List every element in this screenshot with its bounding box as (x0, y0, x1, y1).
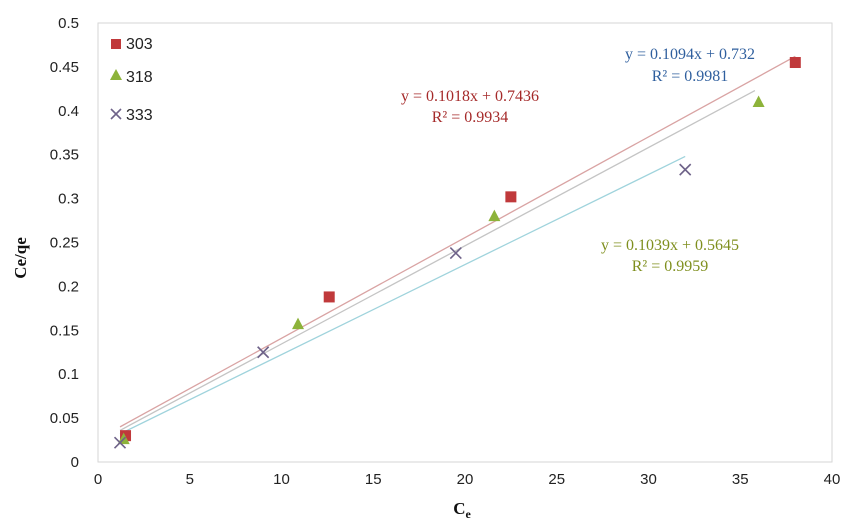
x-axis-title-main: C (453, 499, 465, 518)
y-axis-title: Ce/qe (11, 237, 30, 279)
plot-border (97, 22, 833, 463)
data-point-333 (679, 163, 692, 176)
legend-marker-333 (110, 108, 122, 120)
r2-label-333: R² = 0.9981 (652, 68, 729, 85)
r2-label-318: R² = 0.9959 (632, 258, 709, 275)
y-tick-label: 0.2 (58, 278, 79, 295)
x-axis-ticks: 0 5 10 15 20 25 30 35 40 (94, 471, 841, 488)
data-point-333 (113, 436, 127, 449)
legend-marker-318 (110, 69, 122, 80)
trendline-318 (119, 90, 756, 431)
y-tick-label: 0.1 (58, 366, 79, 383)
legend-label-303: 303 (126, 36, 153, 53)
y-tick-label: 0.25 (50, 235, 79, 252)
x-tick-label: 35 (732, 471, 749, 488)
y-tick-label: 0.45 (50, 59, 79, 76)
data-point-303 (505, 191, 517, 203)
data-point-303 (120, 430, 132, 442)
legend-label-333: 333 (126, 107, 153, 124)
r2-label-303: R² = 0.9934 (432, 109, 509, 126)
data-point-318 (292, 317, 305, 330)
legend-marker-303 (111, 39, 121, 49)
data-markers (113, 57, 801, 449)
x-tick-label: 0 (94, 471, 102, 488)
y-tick-label: 0.3 (58, 191, 79, 208)
equation-label-333: y = 0.1094x + 0.732 (625, 46, 755, 63)
x-axis-title: Ce (453, 499, 471, 521)
y-tick-label: 0.15 (50, 322, 79, 339)
x-tick-label: 15 (365, 471, 382, 488)
x-tick-label: 25 (548, 471, 565, 488)
legend: 303 318 333 (110, 36, 153, 124)
y-tick-label: 0.4 (58, 103, 79, 120)
equation-label-303: y = 0.1018x + 0.7436 (401, 88, 539, 105)
x-axis-title-subscript: e (465, 507, 471, 521)
x-tick-label: 20 (457, 471, 474, 488)
legend-label-318: 318 (126, 69, 153, 86)
data-point-333 (257, 346, 270, 359)
data-point-333 (449, 246, 462, 260)
x-tick-label: 10 (273, 471, 290, 488)
y-tick-label: 0.35 (50, 147, 79, 164)
x-tick-label: 5 (186, 471, 194, 488)
y-axis-ticks: 0 0.05 0.1 0.15 0.2 0.25 0.3 0.35 0.4 0.45 0.5 (50, 15, 79, 471)
data-point-318 (752, 95, 765, 108)
trendlines (119, 55, 796, 435)
data-point-303 (323, 291, 335, 303)
x-tick-label: 40 (824, 471, 841, 488)
y-tick-label: 0 (71, 454, 79, 471)
data-point-303 (789, 57, 801, 69)
trendline-303 (119, 55, 796, 428)
x-tick-label: 30 (640, 471, 657, 488)
equation-label-318: y = 0.1039x + 0.5645 (601, 237, 739, 254)
y-tick-label: 0.5 (58, 15, 79, 32)
trendline-333 (119, 155, 686, 435)
plot-area (97, 22, 833, 463)
data-point-318 (488, 209, 501, 222)
y-tick-label: 0.05 (50, 410, 79, 427)
